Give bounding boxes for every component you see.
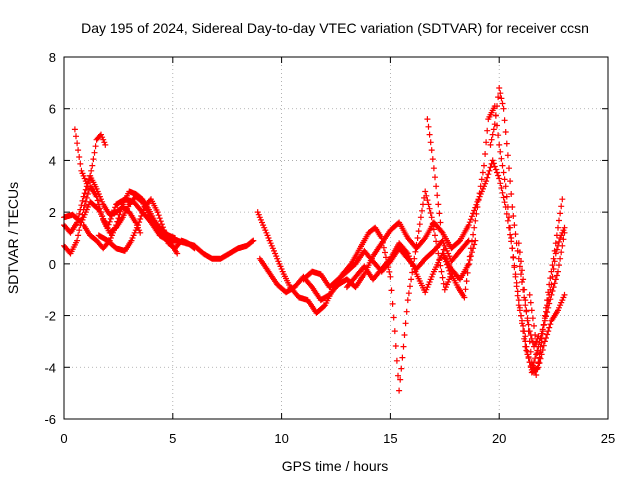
y-tick-labels: -6 -4 -2 0 2 4 6 8 <box>44 50 56 427</box>
y-tick-label: -6 <box>44 412 56 427</box>
y-tick-label: -2 <box>44 309 56 324</box>
y-axis-label: SDTVAR / TECUs <box>5 182 21 294</box>
plus-markers <box>522 291 568 376</box>
x-tick-label: 25 <box>601 431 615 446</box>
tick-marks <box>63 56 609 420</box>
y-tick-label: 0 <box>49 257 56 272</box>
y-tick-label: 2 <box>49 205 56 220</box>
chart-title: Day 195 of 2024, Sidereal Day-to-day VTE… <box>81 20 589 36</box>
plus-markers <box>526 224 568 366</box>
data-points <box>61 85 568 394</box>
x-axis-label: GPS time / hours <box>282 458 389 474</box>
series-trace-14 <box>526 224 568 366</box>
plus-markers <box>254 103 529 394</box>
x-tick-label: 5 <box>169 431 176 446</box>
y-tick-label: 6 <box>49 102 56 117</box>
series-trace-11 <box>424 116 455 280</box>
plot-frame <box>63 56 609 420</box>
series-trace-8 <box>254 103 529 394</box>
x-tick-label: 10 <box>274 431 288 446</box>
x-tick-label: 15 <box>383 431 397 446</box>
series-trace-6 <box>95 196 181 257</box>
plus-markers <box>71 126 109 190</box>
y-tick-label: 4 <box>49 153 56 168</box>
y-tick-label: -4 <box>44 360 56 375</box>
series-trace-4 <box>71 126 109 190</box>
x-tick-labels: 0 5 10 15 20 25 <box>60 431 615 446</box>
x-tick-label: 20 <box>492 431 506 446</box>
grid <box>64 57 608 419</box>
plus-markers <box>95 196 181 257</box>
x-tick-label: 0 <box>60 431 67 446</box>
y-tick-label: 8 <box>49 50 56 65</box>
series-trace-15 <box>522 291 568 376</box>
plus-markers <box>424 116 455 280</box>
